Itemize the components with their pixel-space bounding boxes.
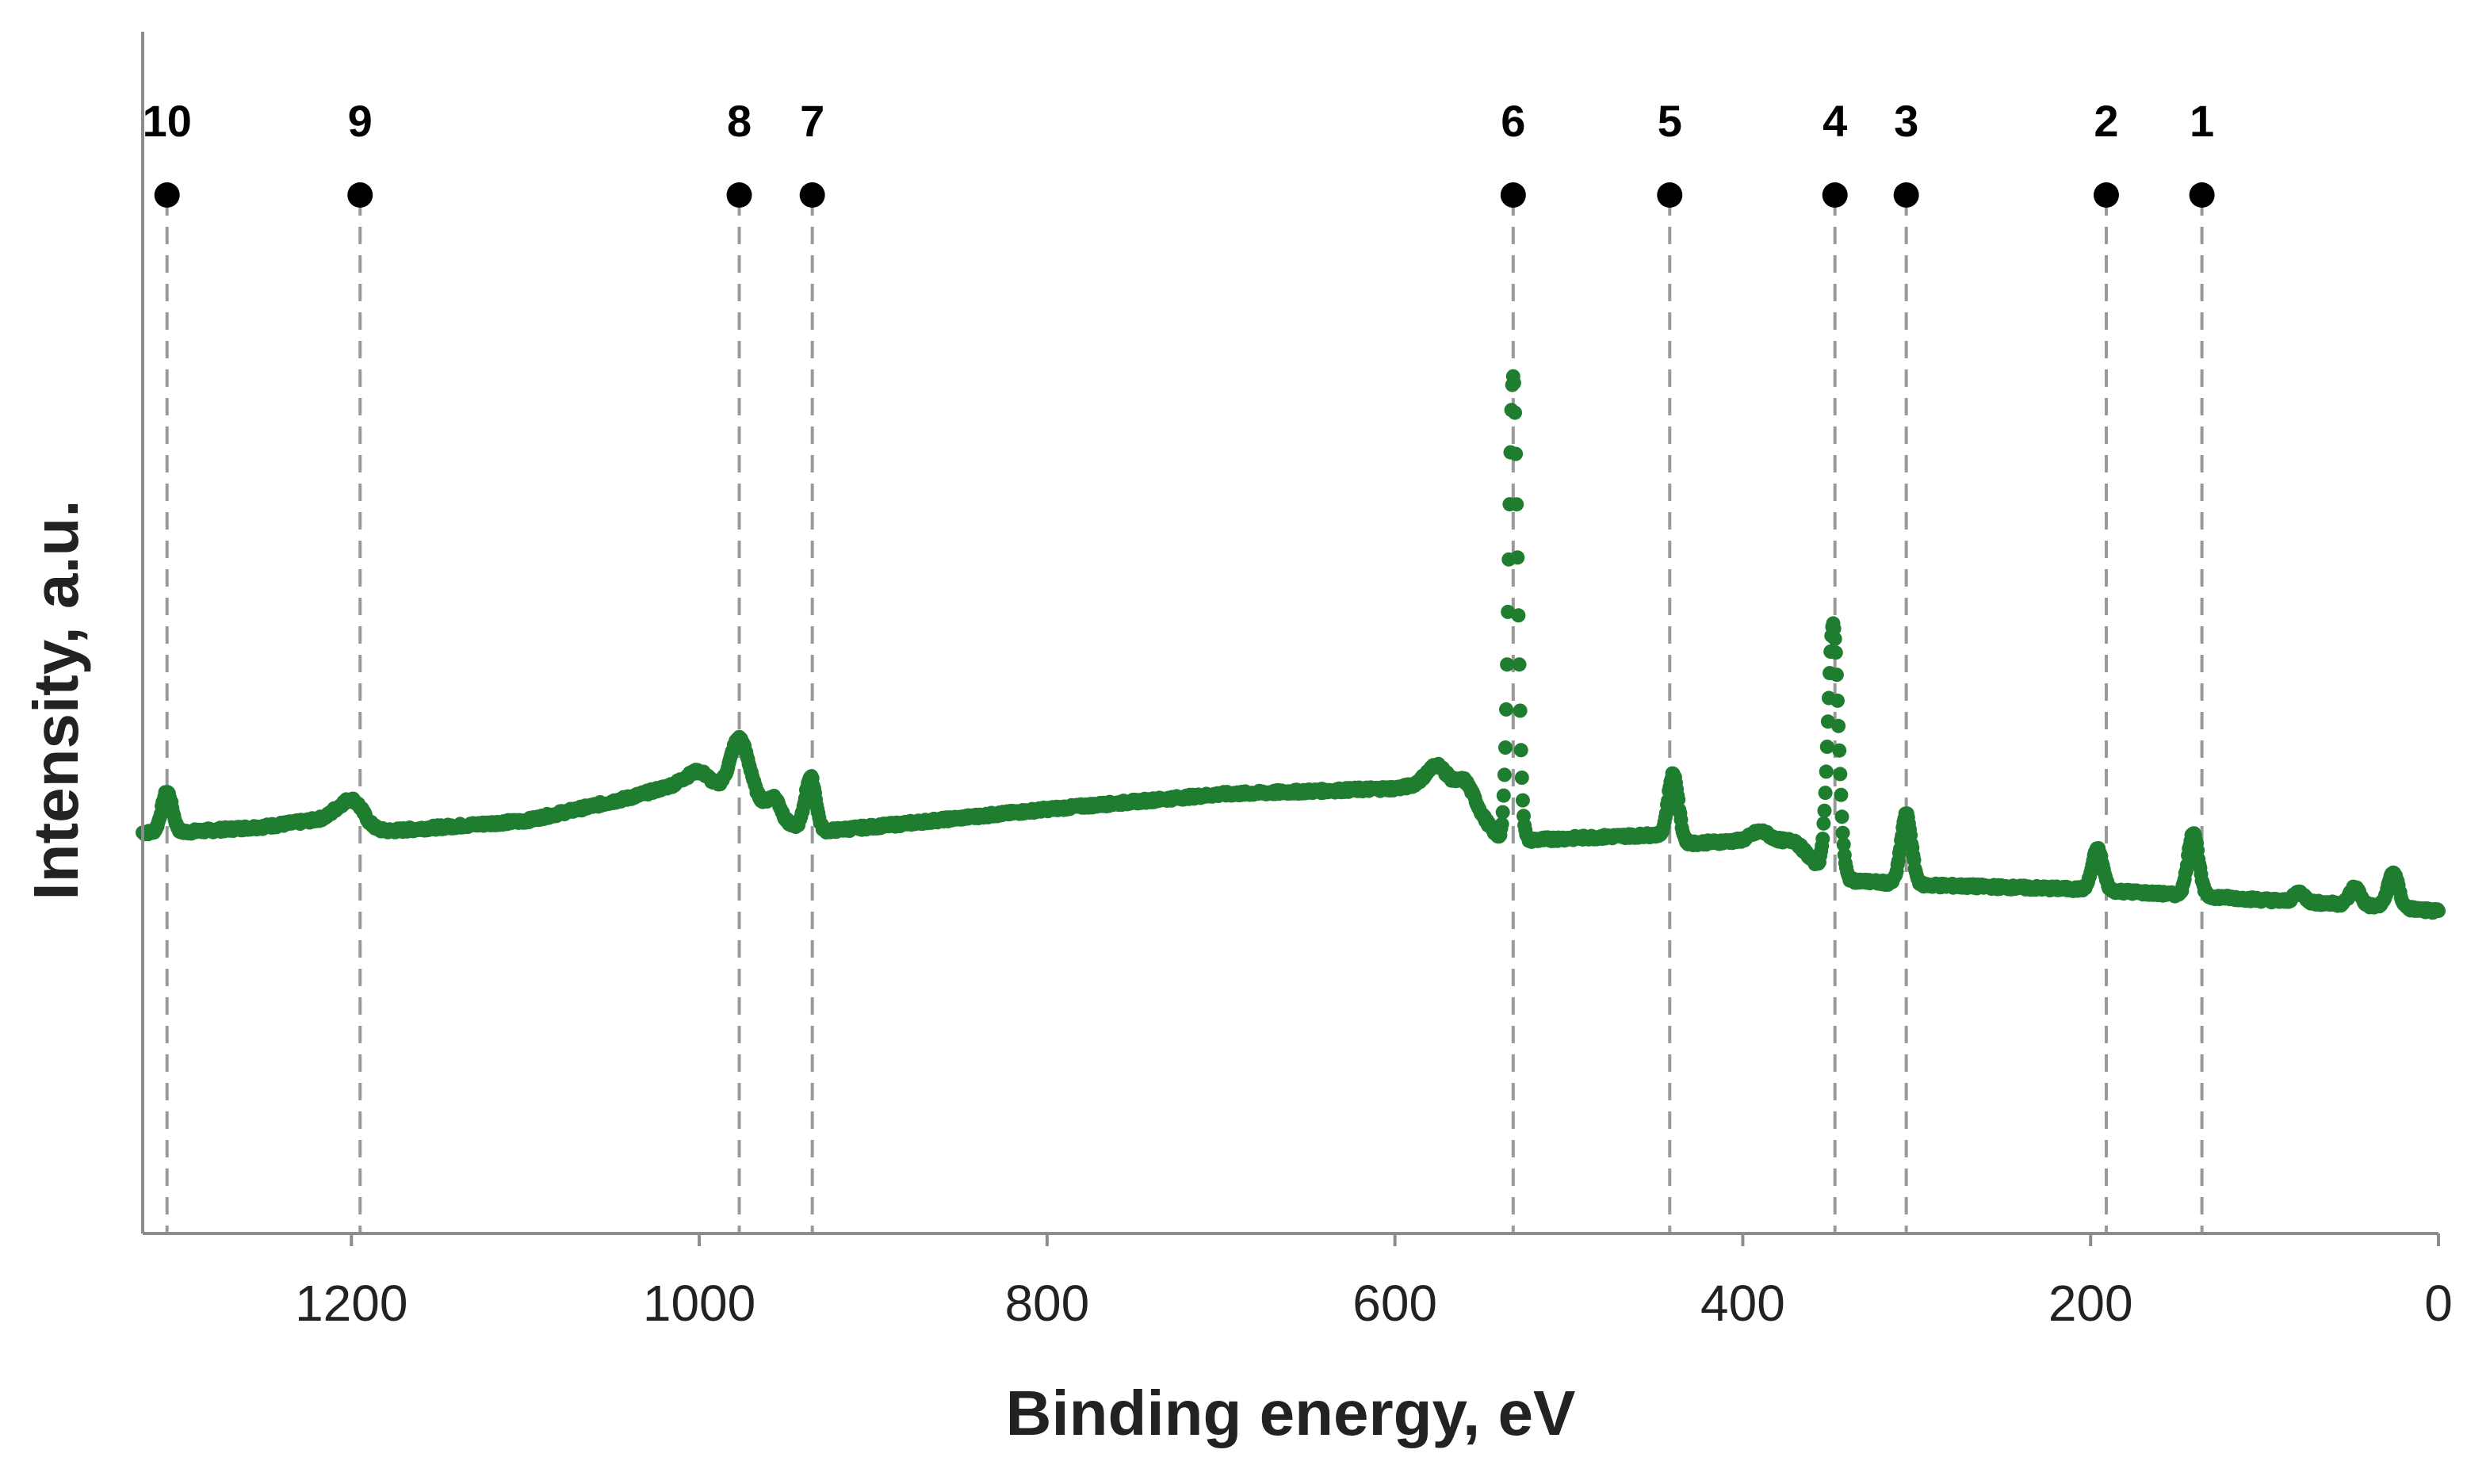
peak-marker-label: 5 bbox=[1658, 96, 1682, 146]
y-axis-title: Intensity, a.u. bbox=[21, 499, 91, 900]
peak-marker-layer: 10 9 8 7 6 5 4 3 2 1 bbox=[143, 96, 2215, 1233]
peak-marker-dot bbox=[1822, 182, 1848, 208]
spectrum-point bbox=[1508, 405, 1522, 420]
spectrum-point bbox=[1830, 693, 1845, 708]
peak-marker-dot bbox=[347, 182, 373, 208]
spectrum-point bbox=[1514, 771, 1529, 785]
spectrum-point bbox=[1816, 816, 1831, 831]
spectrum-point bbox=[1827, 631, 1842, 646]
spectrum-point bbox=[1509, 497, 1524, 512]
x-tick-layer: 1200 1000 800 600 400 200 0 bbox=[295, 1233, 2453, 1332]
spectrum-point bbox=[1506, 376, 1521, 390]
peak-marker-label: 9 bbox=[348, 96, 373, 146]
x-tick-label: 400 bbox=[1700, 1275, 1785, 1332]
spectrum-point bbox=[1513, 703, 1528, 718]
spectrum-point bbox=[1817, 803, 1832, 818]
spectrum-point bbox=[1498, 740, 1513, 755]
peak-marker-label: 8 bbox=[727, 96, 752, 146]
spectrum-point bbox=[1819, 764, 1834, 779]
x-tick-label: 1200 bbox=[295, 1275, 407, 1332]
spectrum-point bbox=[1499, 702, 1513, 717]
spectrum-point bbox=[1512, 657, 1527, 672]
peak-marker-dot bbox=[1500, 182, 1526, 208]
spectrum-point bbox=[1495, 805, 1510, 820]
x-tick-label: 1000 bbox=[643, 1275, 755, 1332]
spectrum-point bbox=[1496, 788, 1511, 803]
spectrum-point bbox=[1515, 793, 1530, 808]
spectrum-point bbox=[1818, 786, 1833, 801]
x-tick-label: 600 bbox=[1352, 1275, 1437, 1332]
spectrum-point bbox=[1832, 743, 1847, 758]
peak-marker-dot bbox=[799, 182, 825, 208]
peak-marker-label: 3 bbox=[1894, 96, 1918, 146]
peak-marker-label: 10 bbox=[143, 96, 192, 146]
spectrum-point bbox=[1833, 767, 1848, 782]
x-tick-label: 800 bbox=[1004, 1275, 1089, 1332]
peak-marker-dot bbox=[1893, 182, 1919, 208]
spectrum-point bbox=[1829, 667, 1844, 683]
peak-marker-dot bbox=[2093, 182, 2119, 208]
spectrum-point bbox=[1815, 832, 1830, 847]
spectrum-point bbox=[1509, 446, 1524, 461]
peak-marker-label: 4 bbox=[1823, 96, 1847, 146]
x-axis-title: Binding energy, eV bbox=[1006, 1378, 1576, 1448]
x-tick-label: 0 bbox=[2424, 1275, 2453, 1332]
peak-marker-dot bbox=[2189, 182, 2215, 208]
spectrum-point bbox=[1835, 825, 1850, 840]
x-tick-label: 200 bbox=[2048, 1275, 2133, 1332]
spectrum-point bbox=[1671, 792, 1686, 807]
spectrum-point bbox=[1831, 718, 1846, 733]
spectrum-series bbox=[136, 369, 2446, 920]
spectrum-point bbox=[1836, 837, 1851, 852]
spectrum-point bbox=[2431, 904, 2446, 918]
peak-marker-label: 7 bbox=[800, 96, 824, 146]
spectrum-point bbox=[1494, 817, 1509, 832]
spectrum-point bbox=[1510, 550, 1525, 565]
spectrum-point bbox=[1497, 767, 1512, 782]
spectrum-point bbox=[1500, 657, 1515, 672]
spectrum-point bbox=[1828, 645, 1843, 660]
peak-marker-dot bbox=[154, 182, 180, 208]
spectrum-point bbox=[1834, 809, 1849, 824]
peak-marker-dot bbox=[726, 182, 752, 208]
peak-marker-label: 1 bbox=[2190, 96, 2214, 146]
spectrum-point bbox=[1511, 608, 1526, 623]
peak-marker-label: 2 bbox=[2094, 96, 2118, 146]
spectrum-point bbox=[1834, 787, 1849, 802]
peak-marker-dot bbox=[1657, 182, 1683, 208]
peak-marker-label: 6 bbox=[1501, 96, 1525, 146]
spectrum-point bbox=[1513, 743, 1528, 758]
axes bbox=[141, 32, 2438, 1235]
spectrum-point bbox=[1819, 740, 1834, 754]
